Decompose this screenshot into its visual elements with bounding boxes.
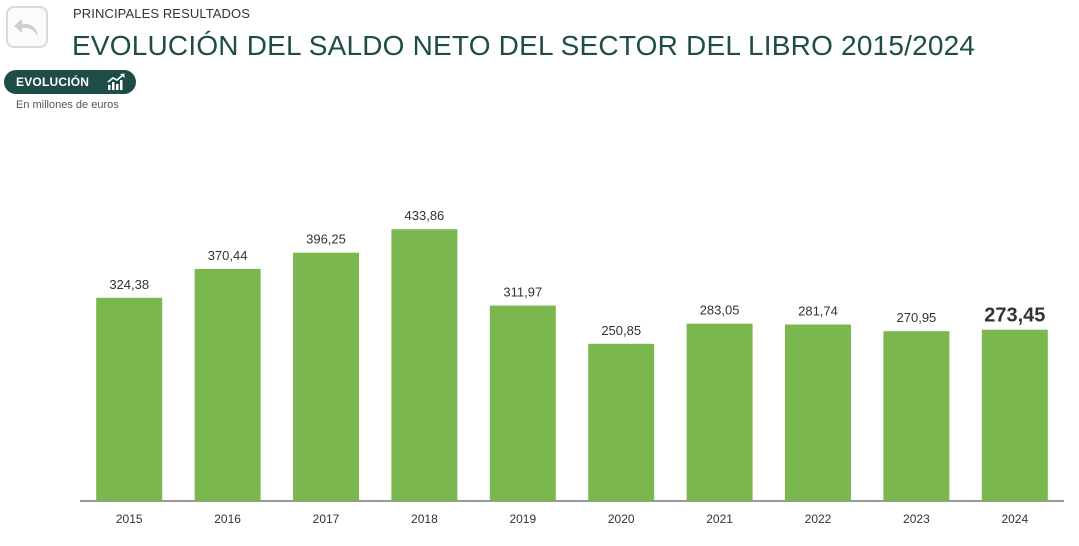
bar-2024 (981, 329, 1048, 501)
x-tick-label-2021: 2021 (706, 512, 733, 526)
value-label-2023: 270,95 (897, 310, 937, 325)
value-label-2015: 324,38 (109, 277, 149, 292)
bars-group (96, 229, 1048, 501)
x-tick-label-2019: 2019 (509, 512, 536, 526)
bar-2015 (96, 297, 163, 501)
x-tick-label-2024: 2024 (1001, 512, 1028, 526)
x-tick-label-2023: 2023 (903, 512, 930, 526)
x-tick-label-2022: 2022 (805, 512, 832, 526)
value-label-2024: 273,45 (984, 305, 1045, 327)
units-note: En millones de euros (16, 99, 119, 111)
bar-2020 (588, 343, 655, 501)
bar-2019 (489, 305, 556, 501)
value-label-2017: 396,25 (306, 232, 346, 247)
x-tick-label-2016: 2016 (214, 512, 241, 526)
bar-2022 (785, 324, 851, 501)
value-label-2020: 250,85 (601, 323, 641, 338)
value-label-2018: 433,86 (405, 208, 445, 223)
back-arrow-icon (12, 14, 42, 40)
section-label: PRINCIPALES RESULTADOS (73, 6, 251, 21)
bar-2021 (686, 323, 753, 501)
x-tick-labels-group: 2015 2016 2017 2018 2019 2020 2021 2022 2023 2024 (116, 512, 1029, 526)
bar-2016 (194, 268, 261, 501)
bar-2018 (391, 229, 458, 501)
x-tick-label-2017: 2017 (313, 512, 340, 526)
x-tick-label-2015: 2015 (116, 512, 143, 526)
tab-label: EVOLUCIÓN (16, 75, 90, 89)
value-label-2022: 281,74 (798, 304, 838, 319)
value-label-2019: 311,97 (503, 285, 542, 300)
tab-evolucion[interactable]: EVOLUCIÓN (4, 70, 136, 94)
bar-2017 (293, 252, 359, 501)
x-tick-label-2018: 2018 (411, 512, 438, 526)
value-label-2016: 370,44 (208, 248, 248, 263)
value-label-2021: 283,05 (700, 303, 740, 318)
back-button[interactable] (6, 6, 48, 48)
bar-2023 (883, 331, 950, 501)
trend-chart-icon (106, 73, 126, 91)
x-tick-label-2020: 2020 (608, 512, 635, 526)
page-title: EVOLUCIÓN DEL SALDO NETO DEL SECTOR DEL … (72, 30, 976, 61)
value-labels-group: 324,38 370,44 396,25 433,86 311,97 250,85 283,… (109, 208, 1045, 338)
